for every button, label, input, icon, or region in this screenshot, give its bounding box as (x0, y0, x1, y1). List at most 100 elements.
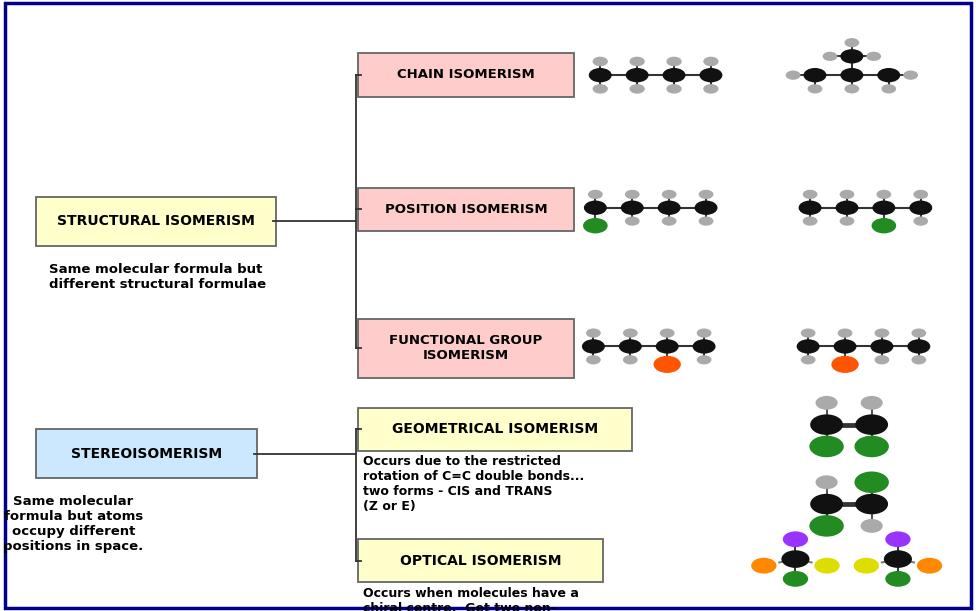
Circle shape (584, 200, 607, 215)
Circle shape (796, 339, 820, 354)
Circle shape (810, 494, 843, 514)
Circle shape (873, 200, 895, 215)
Text: STRUCTURAL ISOMERISM: STRUCTURAL ISOMERISM (58, 214, 255, 229)
Circle shape (810, 414, 843, 435)
Circle shape (802, 216, 818, 225)
FancyBboxPatch shape (358, 539, 603, 582)
Circle shape (798, 200, 822, 215)
Circle shape (699, 190, 713, 199)
Circle shape (626, 68, 649, 82)
Circle shape (840, 68, 864, 82)
Circle shape (885, 532, 911, 547)
Circle shape (588, 190, 603, 199)
Circle shape (914, 216, 928, 225)
Text: POSITION ISOMERISM: POSITION ISOMERISM (385, 203, 548, 216)
Circle shape (589, 68, 612, 82)
Circle shape (667, 57, 681, 66)
Circle shape (783, 571, 808, 587)
Text: STEREOISOMERISM: STEREOISOMERISM (71, 447, 222, 461)
Circle shape (800, 329, 816, 338)
Circle shape (877, 68, 900, 82)
Circle shape (630, 84, 645, 93)
Circle shape (881, 84, 896, 93)
Circle shape (592, 84, 608, 93)
Circle shape (693, 339, 715, 354)
Circle shape (695, 200, 717, 215)
Text: Occurs due to the restricted
rotation of C=C double bonds...
two forms - CIS and: Occurs due to the restricted rotation of… (363, 455, 585, 513)
Circle shape (697, 329, 712, 338)
FancyBboxPatch shape (36, 429, 257, 478)
Circle shape (839, 190, 854, 199)
Circle shape (630, 57, 645, 66)
Text: Same molecular formula but
different structural formulae: Same molecular formula but different str… (49, 263, 265, 291)
Circle shape (855, 414, 888, 435)
Circle shape (752, 558, 777, 574)
Circle shape (816, 396, 837, 410)
Circle shape (656, 339, 678, 354)
FancyBboxPatch shape (358, 53, 574, 97)
Circle shape (910, 200, 932, 215)
Circle shape (839, 216, 854, 225)
Circle shape (840, 49, 864, 64)
Circle shape (697, 355, 712, 364)
Circle shape (582, 339, 605, 354)
Circle shape (809, 436, 844, 457)
Circle shape (782, 551, 809, 568)
Text: GEOMETRICAL ISOMERISM: GEOMETRICAL ISOMERISM (392, 422, 598, 436)
Circle shape (625, 190, 639, 199)
FancyBboxPatch shape (358, 408, 632, 451)
Circle shape (658, 200, 680, 215)
Circle shape (823, 52, 837, 61)
Circle shape (854, 472, 889, 493)
FancyBboxPatch shape (358, 319, 574, 378)
Text: OPTICAL ISOMERISM: OPTICAL ISOMERISM (400, 554, 561, 568)
FancyBboxPatch shape (358, 188, 574, 231)
Circle shape (660, 329, 674, 338)
Circle shape (874, 355, 889, 364)
Circle shape (885, 571, 911, 587)
Circle shape (704, 84, 718, 93)
Circle shape (871, 339, 893, 354)
Circle shape (699, 216, 713, 225)
Circle shape (800, 355, 816, 364)
Circle shape (619, 339, 642, 354)
Circle shape (700, 68, 722, 82)
Circle shape (803, 68, 827, 82)
Circle shape (586, 355, 601, 364)
Circle shape (908, 339, 930, 354)
Circle shape (583, 218, 608, 233)
Circle shape (663, 68, 685, 82)
Circle shape (854, 558, 879, 574)
Text: FUNCTIONAL GROUP
ISOMERISM: FUNCTIONAL GROUP ISOMERISM (389, 334, 543, 362)
Circle shape (786, 70, 800, 80)
Circle shape (903, 70, 918, 80)
Circle shape (834, 339, 857, 354)
Circle shape (662, 190, 676, 199)
Circle shape (816, 475, 837, 489)
FancyBboxPatch shape (36, 197, 276, 246)
Circle shape (662, 216, 676, 225)
Circle shape (783, 532, 808, 547)
Circle shape (802, 190, 818, 199)
Circle shape (844, 38, 859, 47)
Circle shape (854, 436, 889, 457)
Circle shape (809, 515, 844, 536)
Circle shape (621, 200, 644, 215)
Circle shape (807, 84, 823, 93)
Circle shape (916, 558, 942, 574)
Circle shape (872, 218, 896, 233)
Circle shape (861, 519, 882, 533)
Circle shape (586, 329, 601, 338)
Circle shape (912, 329, 926, 338)
Circle shape (654, 356, 681, 373)
Circle shape (623, 329, 637, 338)
Circle shape (625, 216, 639, 225)
Circle shape (912, 355, 926, 364)
Circle shape (814, 558, 839, 574)
Circle shape (867, 52, 881, 61)
Circle shape (855, 494, 888, 514)
Circle shape (876, 190, 891, 199)
Circle shape (837, 329, 852, 338)
Circle shape (861, 396, 882, 410)
Circle shape (874, 329, 889, 338)
